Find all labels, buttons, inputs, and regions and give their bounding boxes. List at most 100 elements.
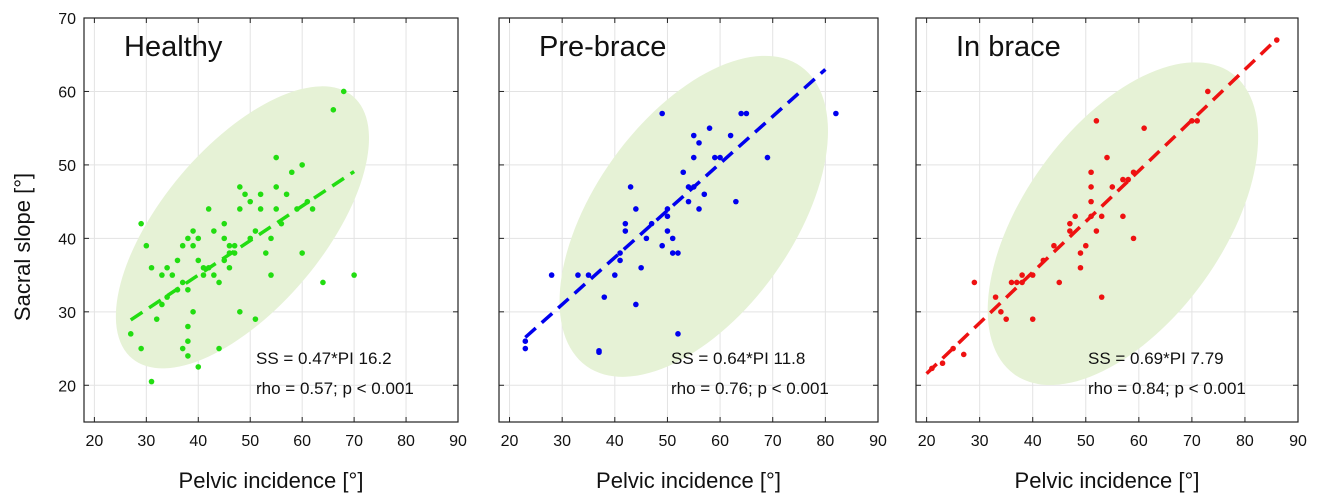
data-point <box>1014 279 1020 286</box>
data-point <box>257 206 264 212</box>
data-point <box>617 257 623 264</box>
data-point <box>622 220 629 227</box>
panel-title: Pre-brace <box>539 31 666 63</box>
data-point <box>617 250 623 256</box>
data-point <box>696 206 702 212</box>
data-point <box>179 242 186 249</box>
data-point <box>159 272 165 278</box>
data-point <box>622 228 629 234</box>
data-point <box>659 110 665 117</box>
data-point <box>971 279 978 286</box>
data-point <box>1067 220 1073 227</box>
data-point <box>127 331 134 337</box>
x-tick-label: 20 <box>85 433 103 450</box>
data-point <box>252 228 259 234</box>
data-point <box>1130 235 1137 242</box>
data-point <box>1109 184 1116 190</box>
panel-pre-brace: 20 30 40 50 60 70 80 90 Pre-brace SS = 0.64*PI 11… <box>498 17 887 493</box>
data-point <box>299 162 305 168</box>
x-tick-label: 30 <box>553 433 571 450</box>
y-tick-label: 60 <box>58 84 76 101</box>
data-point <box>690 154 697 161</box>
data-point <box>148 378 155 385</box>
x-tick-label: 70 <box>764 433 782 450</box>
x-tick-label: 20 <box>501 433 519 450</box>
x-tick-label: 60 <box>293 433 311 450</box>
data-point <box>675 331 681 337</box>
data-point <box>273 206 279 212</box>
x-tick-label: 30 <box>137 433 155 450</box>
regression-line <box>925 37 1278 375</box>
data-point <box>148 264 155 271</box>
data-point <box>1003 316 1009 322</box>
data-point <box>1019 272 1025 278</box>
data-point <box>185 338 191 345</box>
data-point <box>242 191 248 198</box>
data-point <box>299 250 305 256</box>
data-point <box>675 250 681 256</box>
data-point <box>216 345 222 352</box>
x-tick-label: 90 <box>449 433 467 450</box>
data-point <box>138 220 144 227</box>
y-tick-label: 40 <box>58 231 76 248</box>
data-point <box>1029 316 1036 322</box>
data-point <box>273 184 279 190</box>
data-point <box>939 360 946 367</box>
data-point <box>1072 213 1078 220</box>
data-point <box>143 242 150 249</box>
x-tick-label: 60 <box>711 433 729 450</box>
data-point <box>1082 242 1089 249</box>
data-point <box>712 154 718 161</box>
panel-title: Healthy <box>124 31 223 63</box>
data-point <box>320 279 326 286</box>
data-point <box>1067 228 1073 234</box>
data-point <box>743 110 750 117</box>
data-point <box>268 272 274 278</box>
x-tick-label: 40 <box>606 433 624 450</box>
data-point <box>627 184 634 190</box>
data-point <box>221 220 228 227</box>
data-point <box>685 198 692 205</box>
data-point <box>669 235 676 242</box>
data-point <box>1141 125 1147 131</box>
data-point <box>727 132 734 139</box>
data-point <box>153 316 160 322</box>
y-tick-label: 70 <box>58 11 76 28</box>
x-tick-label: 80 <box>397 433 415 450</box>
data-point <box>659 242 665 249</box>
data-point <box>190 309 196 315</box>
panel-healthy: 20 30 40 50 60 70 80 90 20 30 40 50 60 70 Healthy SS = … <box>58 11 467 493</box>
y-axis-label: Sacral slope [°] <box>10 173 35 321</box>
data-point <box>216 279 222 286</box>
data-point <box>1051 242 1057 249</box>
data-point <box>1008 279 1015 286</box>
data-point <box>612 272 618 278</box>
data-point <box>596 349 602 356</box>
data-point <box>764 154 771 161</box>
data-point <box>701 191 708 198</box>
data-point <box>738 110 744 117</box>
data-point <box>205 206 212 212</box>
data-point <box>263 250 269 256</box>
data-point <box>585 272 592 278</box>
x-tick-label: 70 <box>1183 433 1201 450</box>
data-point <box>237 206 243 212</box>
data-point <box>273 154 279 161</box>
x-axis-label: Pelvic incidence [°] <box>179 468 364 493</box>
data-point <box>185 323 191 330</box>
data-point <box>200 272 207 278</box>
data-point <box>330 107 337 113</box>
data-point <box>283 191 290 198</box>
data-point <box>195 364 202 370</box>
data-point <box>733 198 739 205</box>
data-point <box>696 140 702 146</box>
data-point <box>174 257 181 264</box>
data-point <box>1194 118 1200 124</box>
data-point <box>522 338 529 345</box>
confidence-ellipse <box>559 55 828 377</box>
data-point <box>257 191 264 198</box>
data-point <box>1273 37 1280 43</box>
data-point <box>195 235 202 242</box>
data-point <box>998 309 1004 315</box>
